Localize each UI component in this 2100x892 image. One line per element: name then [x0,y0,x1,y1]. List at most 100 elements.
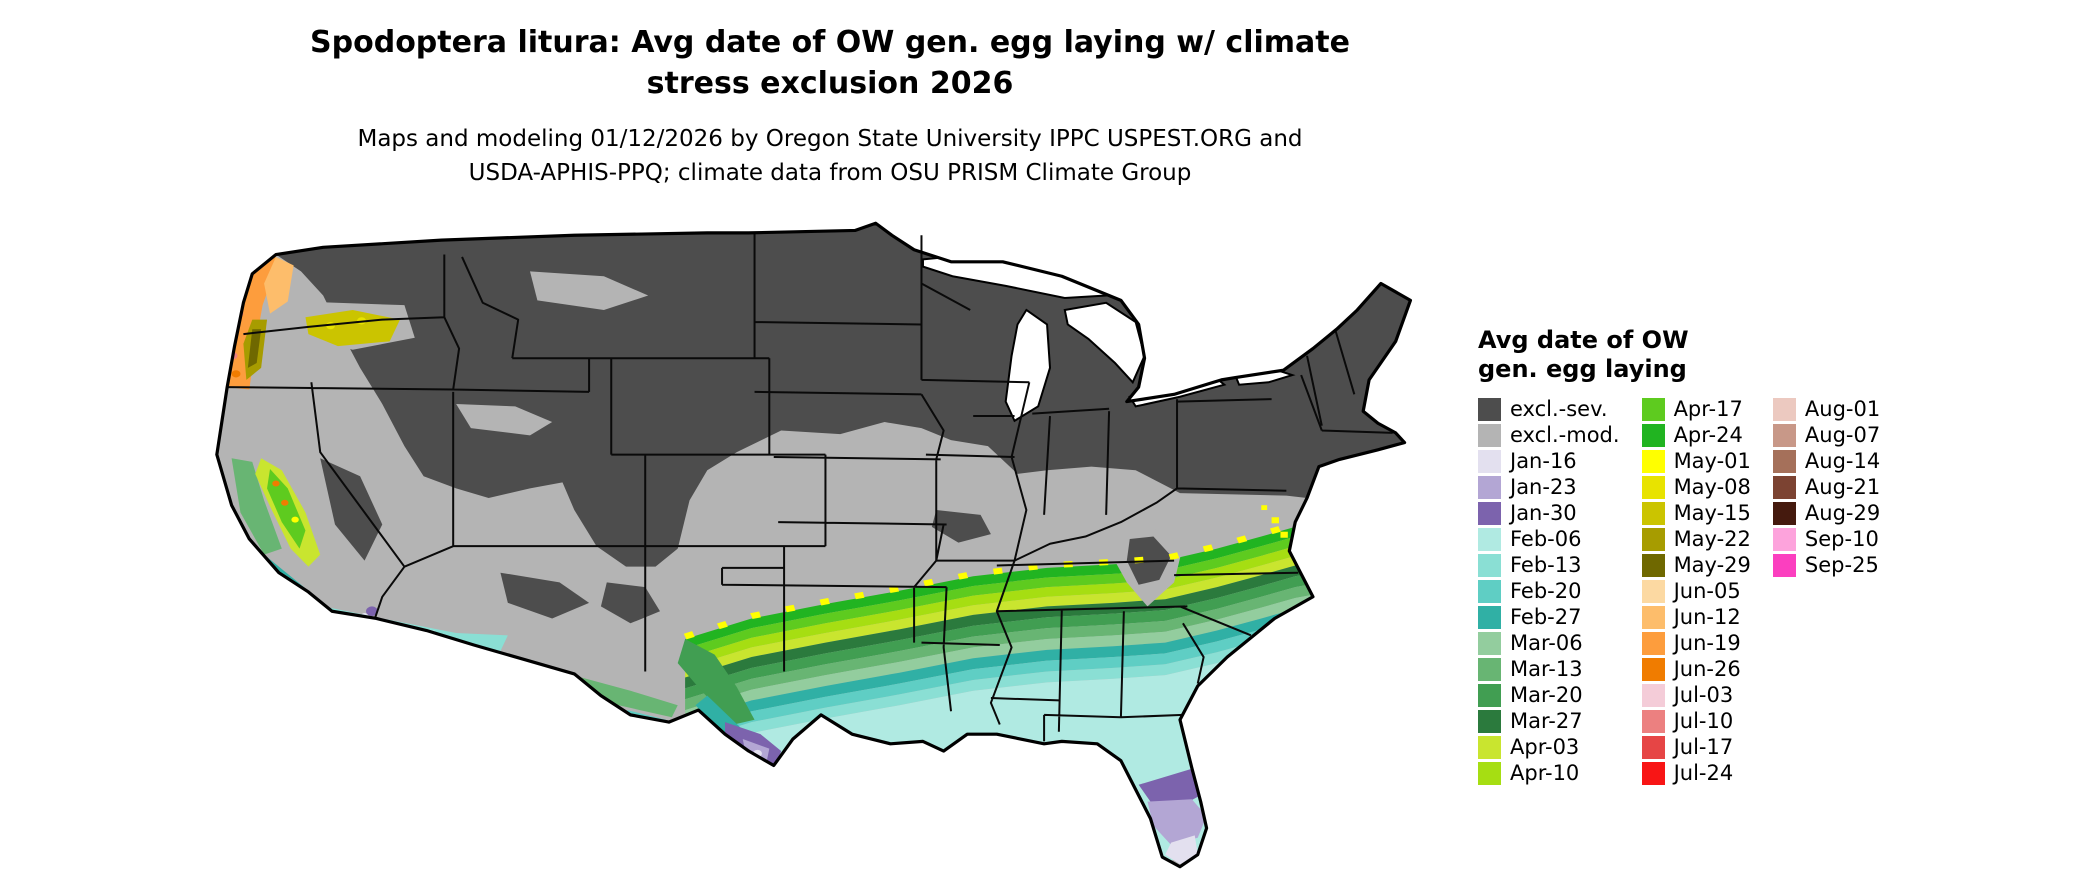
legend-swatch [1478,423,1501,447]
legend-item: May-22 [1641,526,1751,552]
legend-swatch [1772,501,1796,525]
legend-label: Jan-16 [1510,449,1577,473]
region-columbia-gorge-olive [305,309,400,347]
legend-item: Mar-27 [1478,708,1620,734]
legend-swatch [1478,553,1501,577]
legend-label: excl.-sev. [1510,397,1608,421]
legend-label: Feb-27 [1510,605,1582,629]
region-salton [366,606,378,617]
legend-swatch [1641,657,1665,681]
speckle-dot [291,516,299,523]
legend-swatch [1641,761,1665,785]
legend-label: Jun-05 [1673,579,1741,603]
legend-title-line-2: gen. egg laying [1478,355,1687,383]
speckle-dot [1271,517,1279,524]
region-mogollon-dark [500,572,590,619]
region-central-valley-core [267,469,306,549]
legend-item: Jun-12 [1641,604,1751,630]
legend-swatch [1478,475,1501,499]
legend-item: Jan-30 [1478,500,1620,526]
region-montana-light [530,271,649,310]
legend-swatch [1478,761,1501,785]
legend-swatch [1641,605,1665,629]
legend-swatch [1478,709,1501,733]
legend-label: May-15 [1673,501,1751,525]
legend-swatch [1478,683,1501,707]
legend-label: Apr-03 [1510,735,1580,759]
legend-label: Jan-30 [1510,501,1577,525]
legend-item: May-08 [1641,474,1751,500]
legend-swatch [1478,605,1501,629]
legend-label: Aug-29 [1804,501,1881,525]
region-florida-jan16 [1165,835,1198,865]
legend-item: May-15 [1641,500,1751,526]
legend-label: Mar-13 [1510,657,1583,681]
legend-item: Sep-25 [1772,552,1880,578]
legend-swatch [1641,579,1665,603]
legend-label: Feb-20 [1510,579,1582,603]
subtitle-line-2: USDA-APHIS-PPQ; climate data from OSU PR… [468,160,1192,186]
legend-item: Apr-03 [1478,734,1620,760]
lake-michigan [1006,310,1050,421]
legend-label: Mar-06 [1510,631,1583,655]
legend-item: Apr-10 [1478,760,1620,786]
region-ca-coast-range [231,458,282,555]
legend-label: Jun-19 [1673,631,1741,655]
legend-swatch [1641,527,1665,551]
legend-label: excl.-mod. [1510,423,1620,447]
legend-label: May-08 [1673,475,1751,499]
legend-title-line-1: Avg date of OW [1478,326,1689,354]
page-title: Spodoptera litura: Avg date of OW gen. e… [160,22,1500,104]
legend-item: Aug-21 [1772,474,1881,500]
legend-label: Feb-13 [1510,553,1582,577]
legend-swatch [1478,449,1501,473]
legend-label: Jul-10 [1673,709,1734,733]
legend-label: Sep-25 [1804,553,1879,577]
title-line-1: Spodoptera litura: Avg date of OW gen. e… [310,25,1350,60]
legend-swatch [1772,397,1796,421]
legend-label: May-29 [1673,553,1751,577]
legend-item: May-29 [1641,552,1751,578]
legend-item: Mar-06 [1478,630,1620,656]
legend-label: Apr-10 [1510,761,1580,785]
legend-label: Jun-26 [1673,657,1741,681]
legend-label: Feb-06 [1510,527,1582,551]
map-fill-layers [216,223,1411,867]
region-snake-plain-light [456,403,553,436]
legend-item: Mar-20 [1478,682,1620,708]
legend-swatch [1641,709,1665,733]
legend-swatch [1641,631,1665,655]
legend-label: May-01 [1673,449,1751,473]
legend-swatch [1641,397,1665,421]
legend-item: Feb-13 [1478,552,1620,578]
speckle-dot [1280,531,1288,538]
legend-item: Feb-27 [1478,604,1620,630]
legend-columns: excl.-sev. excl.-mod. Jan-16 Jan-23 Jan-30 Fe… [1478,396,1958,786]
region-wtx-wedge-green [677,638,755,725]
legend-label: Aug-21 [1804,475,1881,499]
legend-item: Jan-23 [1478,474,1620,500]
legend-item: Mar-13 [1478,656,1620,682]
legend-label: Jun-12 [1673,605,1741,629]
legend-item: Aug-01 [1772,396,1881,422]
us-map-container [205,216,1440,886]
speckle-dot [1261,505,1268,511]
legend-column-3: Aug-01 Aug-07 Aug-14 Aug-21 Aug-29 Sep-10 Sep-… [1772,396,1881,786]
legend-label: Jul-24 [1673,761,1734,785]
legend-item: Aug-07 [1772,422,1880,448]
legend-item: Feb-06 [1478,526,1620,552]
legend-swatch [1641,475,1665,499]
legend-item: Jun-19 [1641,630,1751,656]
legend-swatch [1641,553,1665,577]
legend-label: Jan-23 [1510,475,1577,499]
legend-item: May-01 [1641,448,1751,474]
legend-label: Mar-27 [1510,709,1583,733]
legend-swatch [1641,501,1665,525]
legend-label: Aug-01 [1804,397,1881,421]
legend-item: excl.-sev. [1478,396,1620,422]
region-rio-grande-strip [571,676,678,718]
state-borders [227,233,1393,742]
legend-item: Jun-26 [1641,656,1751,682]
legend-swatch [1478,631,1501,655]
legend-item: Jul-03 [1641,682,1751,708]
